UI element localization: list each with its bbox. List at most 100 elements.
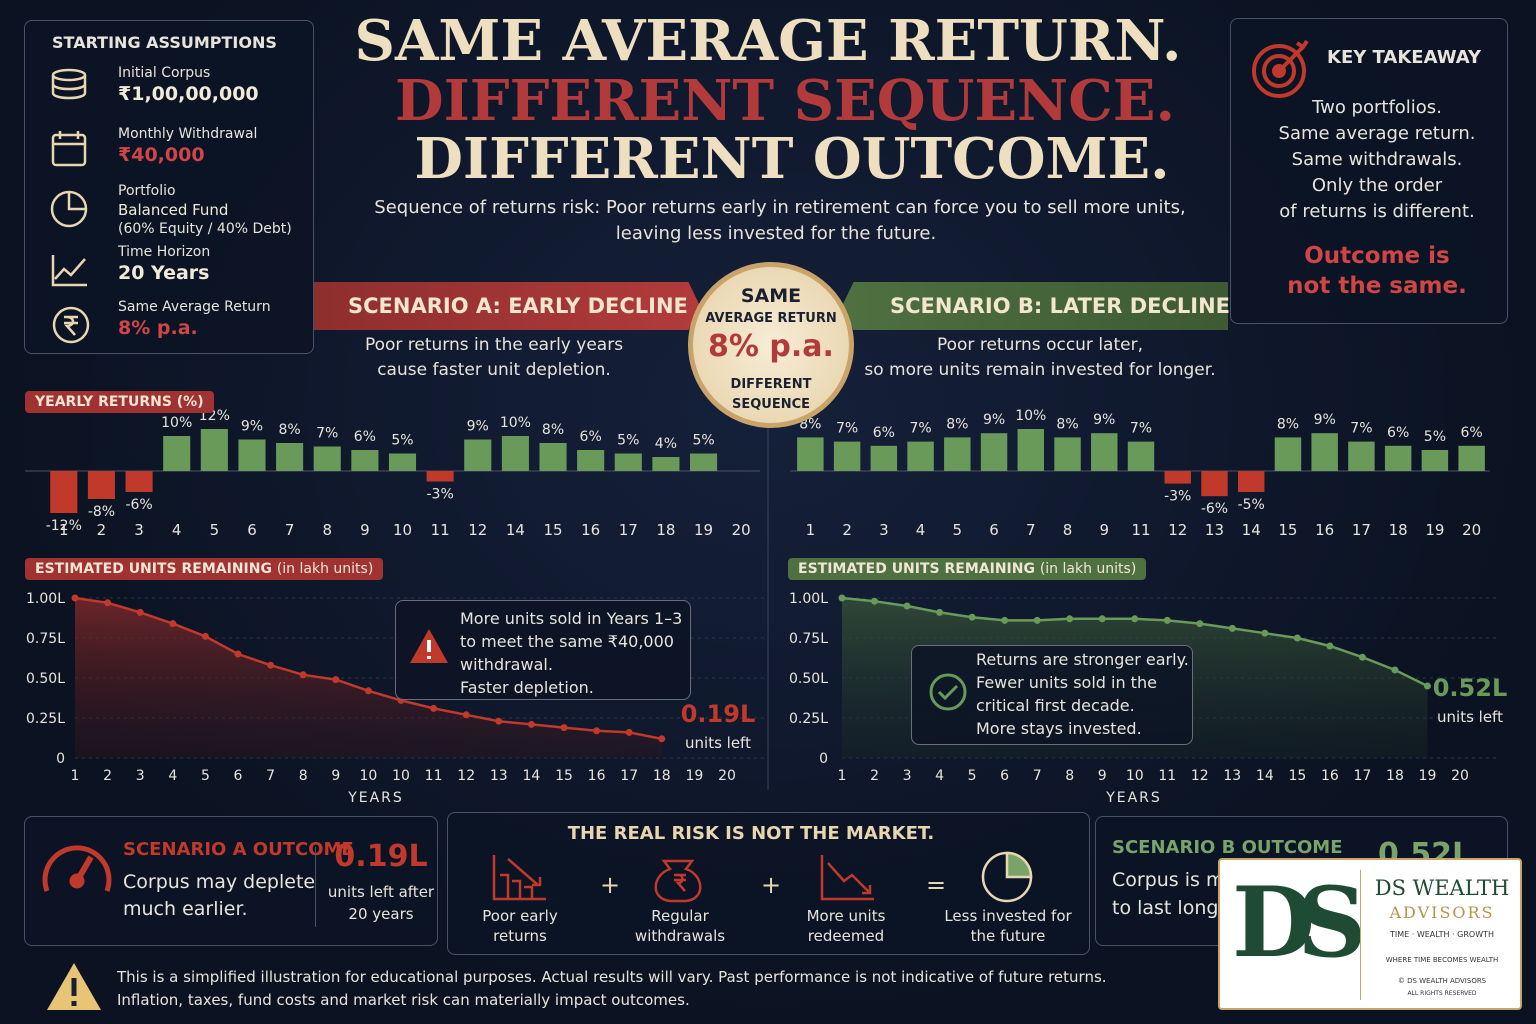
x-tick-label: 3 xyxy=(879,521,889,539)
end-note: units left xyxy=(685,734,751,752)
point xyxy=(71,594,79,602)
risk-label: Poor early xyxy=(482,907,558,925)
icons xyxy=(50,68,90,344)
y-tick-label: 0.50L xyxy=(26,671,65,687)
annotation-box: Returns are stronger early. Fewer units s… xyxy=(911,645,1193,745)
assumption-note: (60% Equity / 40% Debt) xyxy=(118,221,292,237)
badge-text: AVERAGE RETURN xyxy=(705,311,837,326)
x-tick-label: 10 xyxy=(1126,768,1144,784)
scenario-title: SCENARIO A: EARLY DECLINE xyxy=(348,294,688,318)
x-tick-label: 15 xyxy=(1288,768,1306,784)
chart-title: ESTIMATED UNITS REMAINING (in lakh units… xyxy=(25,558,384,580)
risk-label: returns xyxy=(493,927,547,945)
risk-label: withdrawals xyxy=(634,927,726,945)
bar xyxy=(944,437,971,471)
x-tick-label: 4 xyxy=(935,768,944,784)
x-tick-label: 7 xyxy=(1033,768,1042,784)
bar xyxy=(1274,437,1302,471)
chart-title-text: ESTIMATED UNITS REMAINING xyxy=(798,561,1035,577)
chart-title-suffix: (in lakh units) xyxy=(1039,561,1137,577)
value-label: 8% xyxy=(278,422,300,438)
panel-title: KEY TAKEAWAY xyxy=(1327,47,1482,68)
scenario-title: SCENARIO B: LATER DECLINE xyxy=(890,294,1231,318)
x-tick-label: 19 xyxy=(694,521,713,539)
x-tick-label: 17 xyxy=(619,521,638,539)
value-label: -8% xyxy=(88,504,115,520)
bar xyxy=(907,441,934,471)
point xyxy=(1066,615,1074,623)
annotation-line: Faster depletion. xyxy=(460,678,594,697)
y-tick-label: 1.00L xyxy=(789,591,828,607)
value-label: -5% xyxy=(1238,497,1265,513)
real-risk-panel: THE REAL RISK IS NOT THE MARKET. Poor ea… xyxy=(447,812,1090,955)
takeaway-line: Two portfolios. xyxy=(1312,97,1442,118)
bar xyxy=(1421,450,1449,471)
bar xyxy=(1348,441,1375,471)
bar xyxy=(1384,445,1412,471)
end-note: units left xyxy=(1437,708,1503,726)
risk-label: the future xyxy=(970,927,1046,945)
point xyxy=(136,608,144,616)
bar xyxy=(464,439,492,471)
gauge-icon xyxy=(42,845,112,892)
outcome-value: 0.19L xyxy=(334,839,428,874)
point xyxy=(903,602,911,610)
point xyxy=(1293,634,1301,642)
bar xyxy=(238,439,266,471)
x-tick-label: 18 xyxy=(1389,521,1408,539)
annotation-line: More units sold in Years 1–3 xyxy=(460,609,683,628)
point xyxy=(462,711,470,719)
value-label: 6% xyxy=(1387,425,1409,441)
x-tick-label: 11 xyxy=(1158,768,1176,784)
bar xyxy=(797,437,824,471)
operator: + xyxy=(761,871,782,899)
x-tick-label: 12 xyxy=(1168,521,1187,539)
value-label: 7% xyxy=(1130,421,1152,437)
operator: + xyxy=(600,871,621,899)
separator xyxy=(315,847,316,927)
x-tick-label: 17 xyxy=(1352,521,1371,539)
value-label: 10% xyxy=(500,415,531,431)
bar xyxy=(87,471,115,499)
bar xyxy=(1091,433,1118,471)
risk-label: More units xyxy=(806,907,886,925)
subtitle: Sequence of returns risk: Poor returns e… xyxy=(374,197,1186,218)
x-tick-label: 15 xyxy=(1278,521,1297,539)
point xyxy=(838,594,846,602)
x-tick-label: 18 xyxy=(1386,768,1404,784)
logo-tagline: TIME · WEALTH · GROWTH xyxy=(1389,930,1495,939)
value-label: 8% xyxy=(542,422,564,438)
value-label: 8% xyxy=(1277,416,1299,432)
bar xyxy=(163,436,191,471)
value-label: 9% xyxy=(1093,412,1115,428)
outcome-note: 20 years xyxy=(348,905,414,923)
bar xyxy=(1164,471,1191,484)
bar xyxy=(351,450,379,471)
value-label: 9% xyxy=(983,412,1005,428)
value-label: -12% xyxy=(46,518,82,534)
x-tick-label: 12 xyxy=(1191,768,1209,784)
outcome-text: Corpus may deplete xyxy=(123,871,316,893)
assumption-label: Portfolio xyxy=(118,183,176,199)
warning-icon xyxy=(47,963,101,1010)
bar xyxy=(388,453,417,471)
bar xyxy=(313,446,341,471)
point xyxy=(527,720,535,728)
logo-copyright: © DS WEALTH ADVISORS xyxy=(1397,977,1487,985)
outcome-text: much earlier. xyxy=(123,898,248,920)
x-tick-label: 16 xyxy=(1321,768,1339,784)
point xyxy=(936,608,944,616)
disclaimer: This is a simplified illustration for ed… xyxy=(117,968,1107,986)
point xyxy=(1358,653,1366,661)
risk-label: Less invested for xyxy=(944,907,1072,925)
takeaway-line: Only the order xyxy=(1311,175,1443,196)
scenario-b-banner xyxy=(842,282,1228,330)
x-tick-label: 1 xyxy=(806,521,816,539)
point xyxy=(658,735,666,743)
x-tick-label: 16 xyxy=(581,521,600,539)
badge-text: SEQUENCE xyxy=(731,397,811,412)
x-tick-label: 6 xyxy=(247,521,257,539)
x-tick-label: 6 xyxy=(989,521,999,539)
x-tick-label: 2 xyxy=(870,768,879,784)
value-label: -6% xyxy=(125,497,152,513)
